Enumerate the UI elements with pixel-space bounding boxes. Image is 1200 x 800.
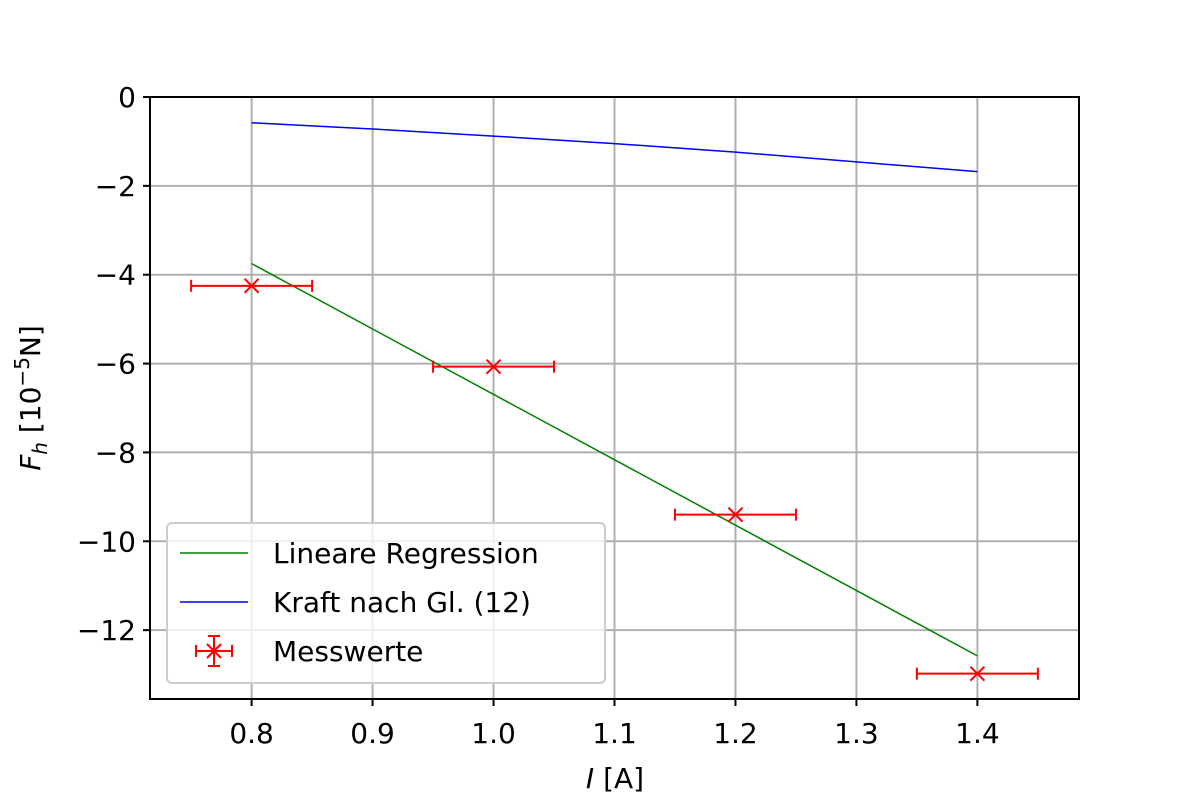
plot-area bbox=[190, 122, 1039, 682]
y-tick-label: −10 bbox=[77, 525, 136, 558]
x-tick-label: 1.4 bbox=[955, 717, 1000, 750]
legend-box bbox=[166, 522, 606, 684]
y-axis: 0 −2 −4 −6 −8 −10 −12 bbox=[77, 81, 150, 647]
y-tick-label: −4 bbox=[95, 259, 136, 292]
y-tick-label: −8 bbox=[95, 436, 136, 469]
x-marker bbox=[485, 358, 502, 375]
series-1-line bbox=[251, 122, 978, 173]
x-axis-unit: [A] bbox=[594, 762, 644, 795]
legend: Lineare Regression Kraft nach Gl. (12) M… bbox=[166, 522, 606, 684]
legend-swatch-messwerte bbox=[195, 635, 233, 667]
x-tick-label: 0.8 bbox=[229, 717, 274, 750]
data-point bbox=[915, 665, 1039, 682]
x-tick-label: 0.9 bbox=[350, 717, 395, 750]
y-axis-subscript: h bbox=[28, 442, 52, 455]
legend-label-kraft: Kraft nach Gl. (12) bbox=[273, 586, 531, 619]
x-axis: 0.8 0.9 1.0 1.1 1.2 1.3 1.4 bbox=[229, 699, 1000, 750]
x-tick-label: 1.0 bbox=[471, 717, 516, 750]
legend-label-lineare-regression: Lineare Regression bbox=[273, 537, 539, 570]
x-marker bbox=[727, 506, 744, 523]
data-point bbox=[190, 278, 314, 294]
y-axis-unit-exponent: −5 bbox=[10, 357, 34, 386]
x-tick-label: 1.1 bbox=[592, 717, 637, 750]
y-tick-label: −12 bbox=[77, 614, 136, 647]
x-marker bbox=[969, 665, 986, 682]
legend-label-messwerte: Messwerte bbox=[273, 635, 423, 668]
y-axis-title: Fh [10−5N] bbox=[10, 325, 52, 471]
x-axis-symbol: I bbox=[586, 762, 594, 795]
x-tick-label: 1.2 bbox=[713, 717, 758, 750]
y-tick-label: −6 bbox=[95, 348, 136, 381]
y-axis-symbol: F bbox=[14, 454, 47, 471]
y-axis-unit-suffix: N] bbox=[14, 325, 47, 357]
series-0-line bbox=[251, 262, 978, 657]
y-tick-label: −2 bbox=[95, 170, 136, 203]
x-tick-label: 1.3 bbox=[834, 717, 879, 750]
x-axis-title: I [A] bbox=[586, 762, 644, 795]
y-tick-label: 0 bbox=[118, 81, 136, 114]
x-marker bbox=[243, 278, 260, 294]
y-axis-unit-prefix: [10 bbox=[14, 387, 47, 442]
data-point bbox=[432, 358, 556, 375]
data-point bbox=[673, 506, 797, 523]
